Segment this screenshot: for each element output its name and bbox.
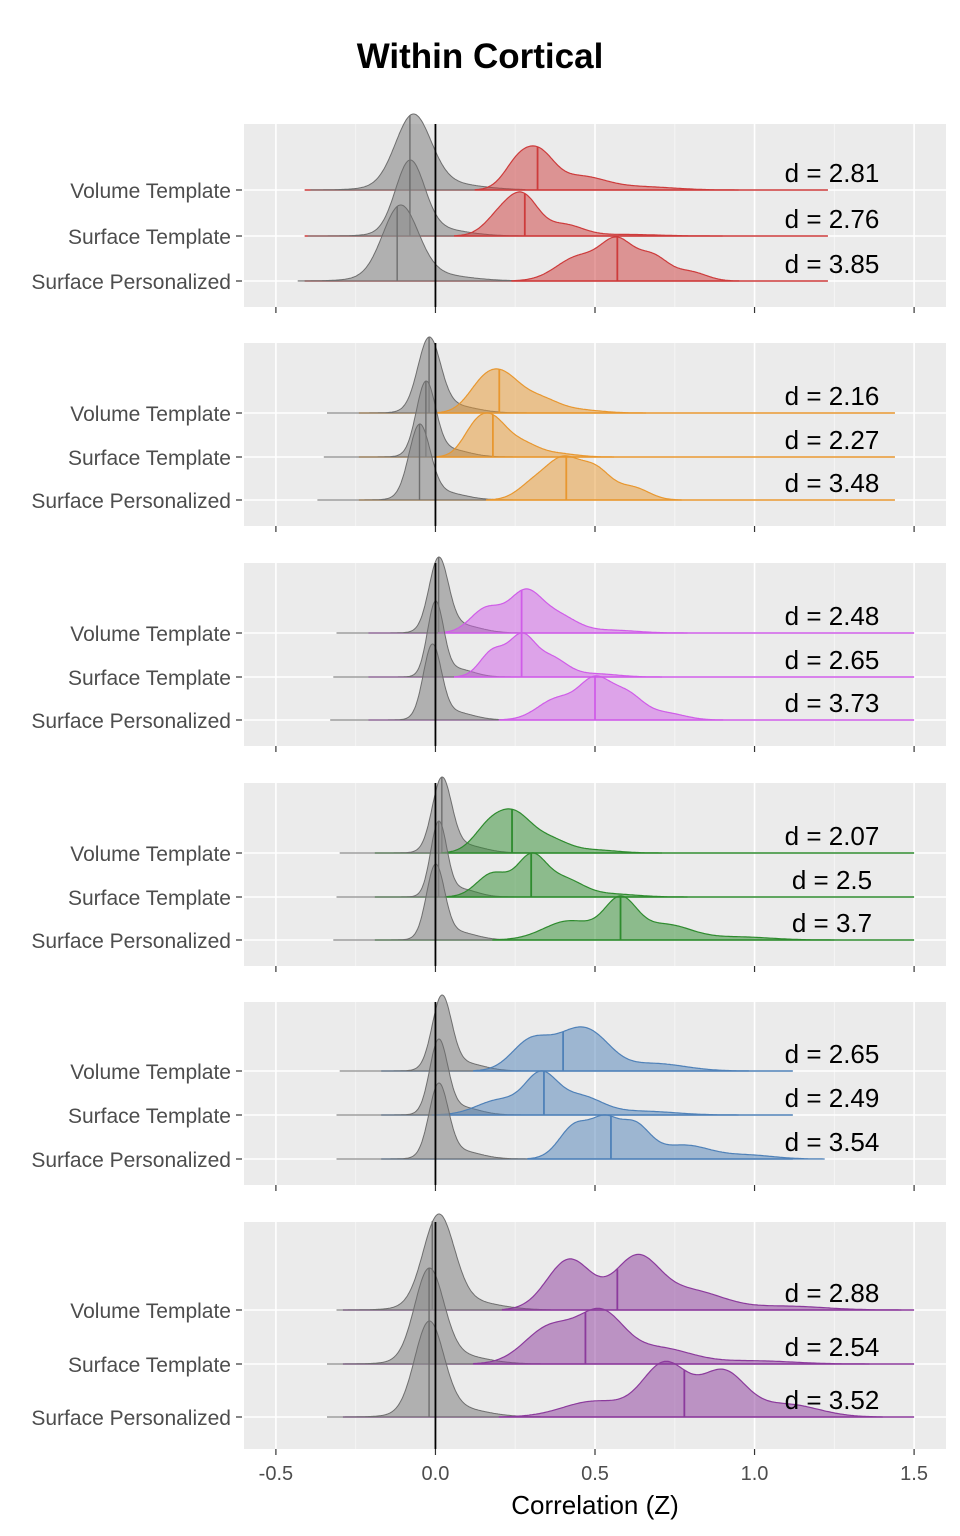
ridge-volume-template: d = 2.81 (304, 113, 880, 191)
panel-6: Volume Template Surface Template Surface P… (31, 1213, 946, 1455)
effect-size-label: d = 3.52 (785, 1385, 880, 1415)
row-label: Volume Template (70, 180, 231, 203)
effect-size-label: d = 2.49 (785, 1083, 880, 1113)
row-label: Surface Personalized (31, 710, 231, 733)
row-label: Volume Template (70, 843, 231, 866)
effect-size-label: d = 2.76 (785, 204, 880, 234)
observed-density (454, 191, 723, 237)
ridge-surface-template: d = 2.49 (336, 1038, 880, 1116)
observed-density (434, 368, 647, 414)
observed-density (498, 1360, 883, 1418)
ridge-surface-personalized: d = 3.73 (330, 643, 915, 721)
row-label: Surface Personalized (31, 930, 231, 953)
effect-size-label: d = 2.65 (785, 1039, 880, 1069)
observed-density (438, 588, 688, 634)
x-tick-label: -0.5 (259, 1463, 293, 1485)
x-tick-label: 1.0 (741, 1463, 769, 1485)
effect-size-label: d = 2.07 (785, 821, 880, 851)
row-label: Surface Template (68, 226, 231, 249)
ridge-volume-template: d = 2.16 (327, 336, 895, 414)
x-tick-label: 0.5 (581, 1463, 609, 1485)
effect-size-label: d = 3.48 (785, 468, 880, 498)
row-label: Surface Personalized (31, 1149, 231, 1172)
row-label: Surface Template (68, 1354, 231, 1377)
ridge-surface-template: d = 2.5 (336, 820, 915, 898)
observed-density (444, 852, 688, 898)
panel-1: Volume Template Surface Template Surface P… (31, 113, 946, 313)
ridge-surface-template: d = 2.65 (333, 600, 915, 678)
ridge-volume-template: d = 2.07 (339, 776, 915, 854)
observed-density (431, 1070, 739, 1116)
x-tick-label: 1.5 (900, 1463, 928, 1485)
effect-size-label: d = 3.7 (792, 908, 872, 938)
row-label: Surface Template (68, 1105, 231, 1128)
x-tick-label: 0.0 (422, 1463, 450, 1485)
effect-size-label: d = 2.54 (785, 1332, 880, 1362)
panel-2: Volume Template Surface Template Surface P… (31, 336, 946, 532)
ridge-volume-template: d = 2.48 (336, 556, 915, 634)
effect-size-label: d = 2.81 (785, 158, 880, 188)
effect-size-label: d = 3.54 (785, 1127, 880, 1157)
row-label: Surface Template (68, 887, 231, 910)
ridge-surface-personalized: d = 3.7 (333, 863, 915, 941)
effect-size-label: d = 2.88 (785, 1278, 880, 1308)
ridge-surface-personalized: d = 3.48 (317, 423, 895, 501)
effect-size-label: d = 2.48 (785, 601, 880, 631)
observed-density (474, 145, 739, 191)
ridge-surface-template: d = 2.27 (323, 380, 895, 458)
chart-title: Within Cortical (357, 37, 604, 76)
observed-density (501, 1253, 902, 1311)
null-density (297, 204, 513, 282)
observed-density (441, 808, 662, 854)
observed-density (473, 1026, 749, 1072)
x-axis-title: Correlation (Z) (511, 1490, 679, 1520)
panel-3: Volume Template Surface Template Surface P… (31, 556, 946, 752)
observed-density (454, 632, 662, 678)
effect-size-label: d = 2.65 (785, 645, 880, 675)
effect-size-label: d = 2.16 (785, 381, 880, 411)
effect-size-label: d = 3.73 (785, 688, 880, 718)
ridge-volume-template: d = 2.65 (339, 994, 880, 1072)
row-label: Surface Template (68, 667, 231, 690)
ridge-surface-personalized: d = 3.52 (327, 1320, 915, 1418)
row-label: Volume Template (70, 403, 231, 426)
panel-5: Volume Template Surface Template Surface P… (31, 994, 946, 1191)
panel-4: Volume Template Surface Template Surface P… (31, 776, 946, 972)
effect-size-label: d = 2.5 (792, 865, 872, 895)
ridge-surface-personalized: d = 3.85 (297, 204, 880, 282)
observed-density (498, 675, 724, 721)
observed-density (511, 236, 740, 282)
observed-density (434, 412, 615, 458)
row-label: Surface Personalized (31, 490, 231, 513)
row-label: Surface Template (68, 447, 231, 470)
effect-size-label: d = 2.27 (785, 425, 880, 455)
row-label: Surface Personalized (31, 271, 231, 294)
observed-density (485, 455, 682, 501)
row-label: Volume Template (70, 1061, 231, 1084)
effect-size-label: d = 3.85 (785, 249, 880, 279)
observed-density (492, 895, 835, 941)
row-label: Volume Template (70, 1300, 231, 1323)
row-label: Surface Personalized (31, 1407, 231, 1430)
null-density (336, 1082, 551, 1160)
observed-density (473, 1307, 870, 1365)
observed-density (527, 1114, 825, 1160)
row-label: Volume Template (70, 623, 231, 646)
